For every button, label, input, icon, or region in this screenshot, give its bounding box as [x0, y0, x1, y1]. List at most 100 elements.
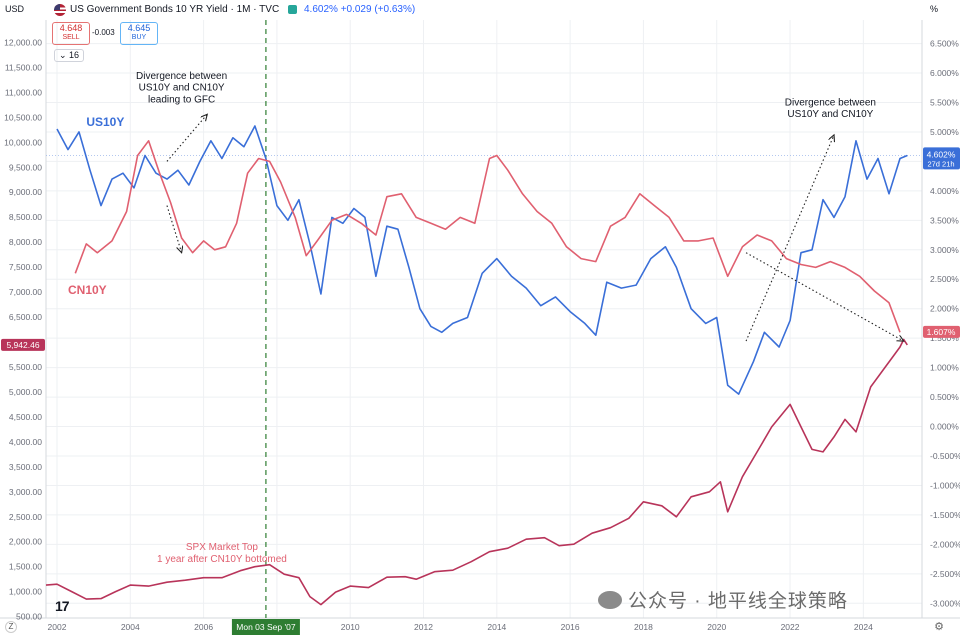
spx-price-box [1, 338, 45, 351]
right-tick-label: 1.500% [930, 333, 959, 343]
left-tick-label: 3,000.00 [9, 487, 42, 497]
annotation-arrow [745, 252, 904, 341]
crosshair-date-box [231, 619, 300, 635]
right-tick-label: 6.000% [930, 68, 959, 78]
sell-label: SELL [62, 34, 80, 41]
right-tick-label: -2.000% [930, 539, 960, 549]
left-tick-label: 6,500.00 [9, 312, 42, 322]
x-tick-label: 2018 [634, 622, 653, 632]
x-tick-label: 2004 [121, 622, 140, 632]
left-tick-label: 10,000.00 [4, 137, 42, 147]
annotation-text: US10Y and CN10Y [787, 109, 873, 120]
left-tick-label: 11,500.00 [5, 62, 42, 72]
annotation-text: Divergence between [136, 71, 227, 82]
left-tick-label: 2,500.00 [9, 512, 42, 522]
spread-value: -0.003 [92, 28, 115, 37]
left-tick-label: 5,500.00 [9, 362, 42, 372]
right-tick-label: -0.500% [930, 451, 960, 461]
us10y-price-box [923, 147, 960, 170]
annotation-text: leading to GFC [148, 94, 215, 105]
x-tick-label: 2024 [854, 622, 873, 632]
left-tick-label: 5,000.00 [9, 387, 42, 397]
left-tick-label: 9,000.00 [9, 187, 42, 197]
x-tick-label: 2020 [707, 622, 726, 632]
right-tick-label: 3.500% [930, 215, 959, 225]
annotation-text: US10Y and CN10Y [139, 83, 225, 94]
x-tick-label: 2010 [341, 622, 360, 632]
price-quote: 4.602% +0.029 (+0.63%) [304, 4, 416, 15]
left-tick-label: 2,000.00 [9, 537, 42, 547]
annotation-text: Divergence between [785, 97, 876, 108]
series-line-spx [45, 338, 908, 606]
x-tick-label: 2016 [561, 622, 580, 632]
right-tick-label: 1.000% [930, 363, 959, 373]
settings-gear-icon[interactable]: ⚙ [934, 621, 944, 633]
left-tick-label: 7,500.00 [9, 262, 42, 272]
live-status-icon [288, 5, 297, 14]
right-tick-label: -1.000% [930, 480, 960, 490]
watermark: 公众号 · 地平线全球策略 [598, 586, 848, 613]
indicator-count-toggle[interactable]: ⌄ 16 [54, 49, 85, 62]
tradingview-logo-icon: 17 [55, 598, 70, 614]
annotation-text: CN10Y [68, 283, 107, 297]
zoom-reset-button[interactable]: Z [5, 621, 17, 633]
left-tick-label: 9,500.00 [9, 162, 42, 172]
right-tick-label: -2.500% [930, 569, 960, 579]
annotation-text: US10Y [86, 115, 124, 129]
right-tick-label: 5.500% [930, 97, 959, 107]
left-tick-label: 12,000.00 [4, 37, 42, 47]
left-axis-unit: USD [5, 4, 25, 14]
left-tick-label: 8,000.00 [9, 237, 42, 247]
x-tick-label: 2002 [48, 622, 67, 632]
right-tick-label: 2.000% [930, 304, 959, 314]
left-tick-label: 4,000.00 [9, 437, 42, 447]
indicator-count: 16 [69, 50, 80, 60]
x-tick-label: 2012 [414, 622, 433, 632]
left-tick-label: 7,000.00 [9, 287, 42, 297]
left-tick-label: 11,000.00 [5, 87, 42, 97]
left-tick-label: 500.00 [16, 612, 42, 622]
left-tick-label: 8,500.00 [9, 212, 42, 222]
annotation-text: SPX Market Top [186, 542, 259, 553]
cn10y-price-box [923, 325, 960, 338]
buy-label: BUY [131, 34, 147, 41]
right-tick-label: 0.500% [930, 392, 959, 402]
left-tick-label: 1,500.00 [9, 562, 42, 572]
right-tick-label: 2.500% [930, 274, 959, 284]
annotation-arrow [745, 135, 834, 342]
spx-price-label: 5,942.46 [6, 340, 39, 350]
right-tick-label: -3.000% [930, 598, 960, 608]
annotation-text: 1 year after CN10Y bottomed [157, 554, 287, 565]
buy-price: 4.645 [127, 23, 151, 33]
right-axis-unit: % [929, 4, 938, 14]
annotation-arrow [166, 114, 207, 162]
x-tick-label: 2006 [194, 622, 213, 632]
left-tick-label: 10,500.00 [4, 112, 42, 122]
right-tick-label: 5.000% [930, 127, 959, 137]
watermark-text: 公众号 · 地平线全球策略 [628, 591, 848, 612]
left-tick-label: 3,500.00 [9, 462, 42, 472]
cn10y-price-label: 1.607% [927, 327, 956, 337]
buy-button[interactable]: 4.645 BUY [120, 22, 158, 45]
crosshair-date-label: Mon 03 Sep '07 [236, 622, 296, 632]
left-tick-label: 4,500.00 [9, 412, 42, 422]
us-flag-icon [54, 4, 66, 16]
x-tick-label: 2014 [487, 622, 506, 632]
annotation-arrow [166, 205, 182, 253]
series-line-cn10y [74, 140, 901, 333]
wechat-icon [598, 591, 622, 609]
symbol-title[interactable]: US Government Bonds 10 YR Yield · 1M · T… [70, 4, 280, 15]
x-tick-label: 2022 [781, 622, 800, 632]
right-tick-label: 4.000% [930, 186, 959, 196]
right-tick-label: 6.500% [930, 39, 959, 49]
right-tick-label: 0.000% [930, 422, 959, 432]
sell-price: 4.648 [59, 23, 83, 33]
left-tick-label: 1,000.00 [9, 587, 42, 597]
sell-button[interactable]: 4.648 SELL [52, 22, 90, 45]
us10y-countdown-label: 27d 21h [927, 159, 954, 168]
series-line-us10y [56, 125, 908, 395]
right-tick-label: 3.000% [930, 245, 959, 255]
right-tick-label: -1.500% [930, 510, 960, 520]
